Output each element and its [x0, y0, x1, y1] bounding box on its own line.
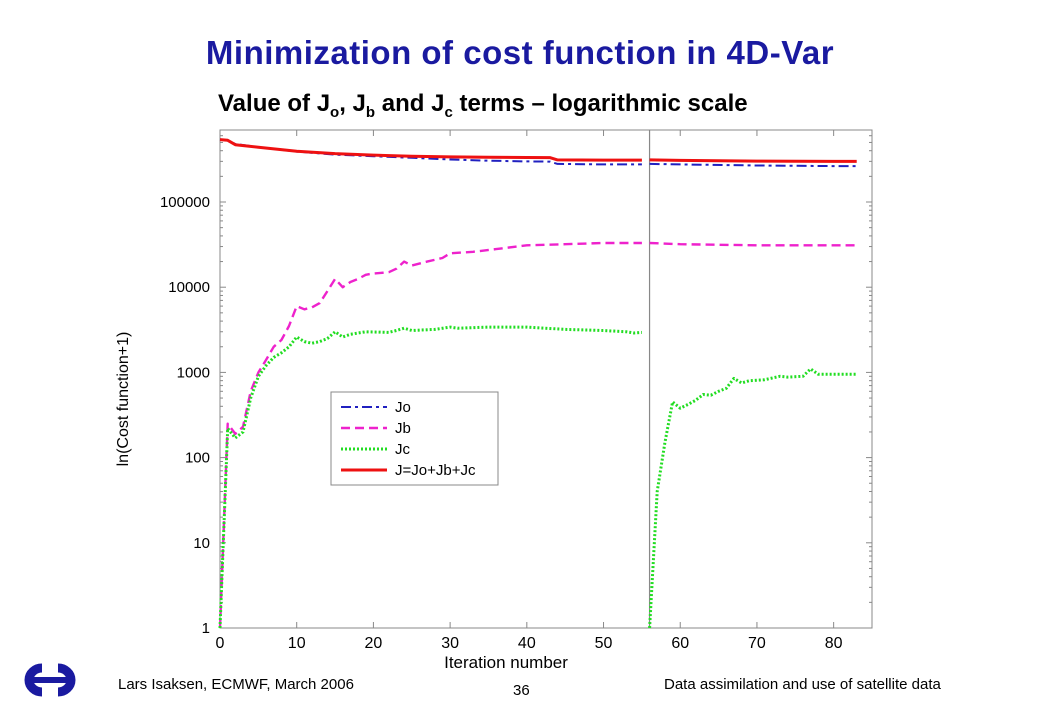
y-tick-label: 10000 [168, 279, 210, 296]
chart-subtitle: Value of Jo, Jb and Jc terms – logarithm… [218, 90, 748, 121]
x-tick-label: 50 [595, 635, 613, 652]
legend-label: J=Jo+Jb+Jc [395, 462, 476, 479]
subtitle-part: , J [339, 90, 366, 117]
legend-label: Jc [395, 441, 411, 458]
footer-page-number: 36 [513, 682, 530, 699]
y-tick-label: 1 [202, 620, 210, 637]
legend-label: Jb [395, 420, 411, 437]
subtitle-part: and J [375, 90, 445, 117]
series-line-jb [649, 241, 857, 247]
x-tick-label: 30 [441, 635, 459, 652]
subtitle-part: terms – logarithmic scale [452, 90, 748, 117]
series-line-j-jo-jb-jc [649, 158, 857, 163]
subtitle-sub-c: c [444, 103, 453, 121]
x-tick-label: 10 [288, 635, 306, 652]
footer-course: Data assimilation and use of satellite d… [664, 676, 941, 693]
footer-author: Lars Isaksen, ECMWF, March 2006 [118, 676, 354, 693]
series-line-jo [649, 162, 857, 168]
y-axis-label: ln(Cost function+1) [115, 332, 132, 467]
ecmwf-logo-icon [24, 663, 76, 697]
y-tick-label: 100 [185, 450, 210, 467]
y-tick-label: 100000 [160, 194, 210, 211]
x-tick-label: 40 [518, 635, 536, 652]
y-tick-label: 10 [193, 535, 210, 552]
legend: Jo Jb Jc J=Jo+Jb+Jc [330, 391, 499, 486]
subtitle-sub-b: b [365, 103, 376, 121]
y-tick-label: 1000 [177, 364, 210, 381]
x-tick-label: 60 [671, 635, 689, 652]
x-tick-label: 70 [748, 635, 766, 652]
subtitle-part: Value of J [218, 90, 331, 117]
slide-title: Minimization of cost function in 4D-Var [205, 34, 835, 71]
plot-frame [219, 129, 873, 629]
x-axis-label: Iteration number [444, 653, 568, 672]
x-tick-label: 0 [216, 635, 225, 652]
legend-label: Jo [395, 399, 411, 416]
subtitle-sub-o: o [330, 103, 340, 121]
series-line-jc [648, 367, 857, 629]
x-tick-label: 20 [365, 635, 383, 652]
series-line-j-jo-jb-jc [219, 138, 642, 162]
x-tick-label: 80 [825, 635, 843, 652]
